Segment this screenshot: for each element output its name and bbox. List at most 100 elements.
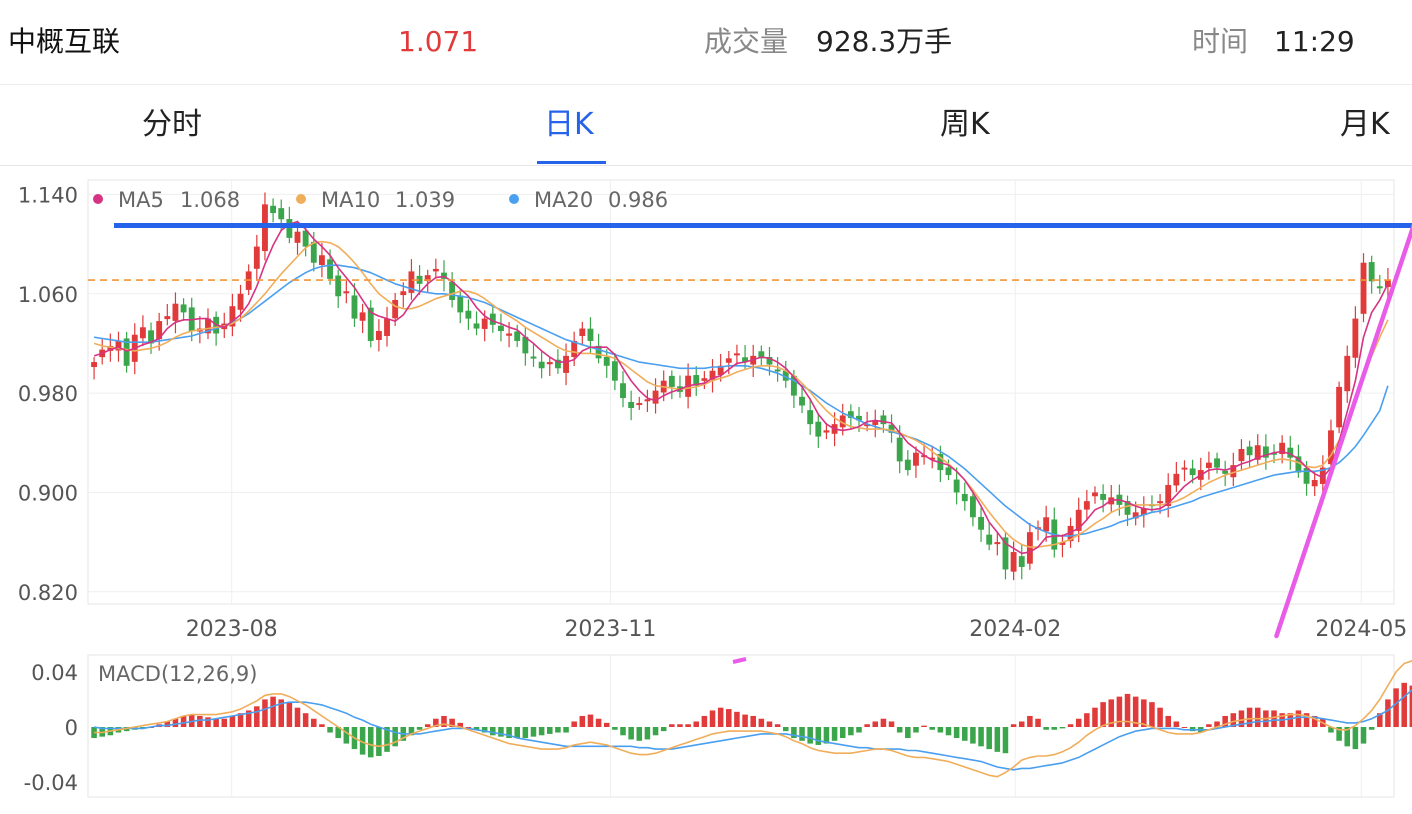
tab-weekly-k[interactable]: 周K (940, 107, 990, 142)
macd-hist-bar (1254, 707, 1261, 727)
macd-hist-bar (726, 709, 732, 727)
macd-hist-bar (1116, 696, 1123, 727)
candle-body (587, 328, 594, 341)
candle-body (554, 359, 561, 369)
macd-hist-bar (555, 727, 561, 733)
kline-y-tick-label: 1.140 (18, 183, 78, 207)
candle-body (1336, 386, 1343, 428)
legend-name-ma5: MA5 (118, 188, 164, 212)
macd-hist-bar (1238, 710, 1245, 727)
candle-body (994, 542, 1001, 545)
macd-hist-bar (547, 727, 553, 734)
macd-hist-bar (717, 707, 724, 727)
tab-intraday[interactable]: 分时 (142, 107, 202, 142)
candle-body (1238, 448, 1245, 462)
macd-hist-bar (929, 727, 935, 730)
macd-hist-bar (213, 718, 219, 727)
candle-body (359, 312, 366, 321)
candle-body (1018, 556, 1025, 567)
macd-hist-bar (1206, 724, 1212, 727)
macd-hist-bar (1214, 721, 1220, 727)
macd-hist-bar (1271, 710, 1277, 727)
candle-body (335, 275, 342, 297)
candle-body (416, 275, 423, 284)
macd-hist-bar (498, 727, 504, 737)
macd-hist-bar (1336, 727, 1342, 741)
candle-body (1189, 468, 1196, 476)
candle-body (880, 415, 887, 425)
macd-hist-bar (1377, 713, 1383, 727)
candle-body (1311, 480, 1318, 487)
macd-hist-bar (644, 727, 651, 740)
macd-hist-bar (1084, 713, 1090, 727)
macd-hist-bar (294, 707, 301, 727)
candle-body (717, 365, 724, 376)
candle-body (652, 390, 659, 404)
legend-dot-ma20 (509, 194, 519, 204)
macd-hist-bar (669, 724, 675, 727)
macd-hist-bar (1344, 727, 1351, 747)
candle-body (1132, 512, 1139, 519)
candle-body (701, 378, 708, 381)
candle-body (668, 375, 675, 387)
candle-body (514, 331, 521, 341)
candle-body (294, 231, 301, 243)
macd-hist-bar (742, 714, 748, 727)
macd-hist-bar (587, 714, 594, 727)
candle-body (1002, 537, 1009, 570)
time-value: 11:29 (1274, 25, 1355, 58)
candle-body (888, 424, 895, 433)
candle-body (823, 430, 830, 433)
macd-hist-bar (1222, 715, 1228, 727)
candle-body (1205, 462, 1212, 469)
macd-hist-bar (1132, 696, 1139, 727)
macd-hist-bar (490, 727, 496, 736)
candle-body (782, 370, 789, 381)
tab-daily-k[interactable]: 日K (544, 107, 594, 142)
macd-hist-bar (1360, 727, 1367, 744)
candle-body (351, 295, 358, 319)
candle-body (172, 303, 179, 321)
candle-body (489, 313, 496, 325)
candle-body (205, 318, 211, 334)
kline-x-tick-label: 2024-02 (969, 617, 1061, 642)
candle-body (1254, 445, 1261, 460)
candle-body (1271, 452, 1277, 455)
candle-body (367, 307, 374, 341)
macd-hist-bar (229, 715, 236, 727)
macd-hist-bar (1287, 713, 1294, 727)
macd-hist-bar (603, 722, 610, 727)
candle-body (1360, 262, 1367, 314)
macd-hist-bar (205, 717, 211, 727)
macd-hist-bar (1002, 727, 1009, 754)
macd-y-tick-label: -0.04 (24, 771, 78, 795)
macd-dea-line (93, 688, 1412, 771)
tab-monthly-k[interactable]: 月K (1340, 107, 1390, 142)
candle-body (546, 362, 553, 365)
candle-body (945, 467, 952, 476)
candle-body (1295, 456, 1302, 473)
candle-body (237, 293, 244, 310)
macd-hist-bar (473, 727, 480, 730)
kline-y-tick-label: 0.820 (18, 581, 78, 605)
candle-body (1059, 542, 1066, 545)
macd-hist-bar (848, 727, 854, 736)
macd-hist-bar (660, 727, 667, 732)
macd-hist-bar (652, 727, 659, 736)
candle-body (734, 353, 740, 356)
candle-body (1083, 501, 1090, 510)
macd-hist-bar (327, 727, 333, 733)
macd-hist-bar (864, 724, 870, 727)
candle-body (571, 340, 578, 357)
candle-body (1214, 458, 1220, 468)
legend-value-ma20: 0.986 (608, 188, 668, 212)
candle-body (473, 323, 480, 329)
candle-body (164, 316, 171, 320)
macd-hist-bar (311, 718, 317, 727)
macd-hist-bar (758, 718, 765, 727)
kline-x-tick-label: 2023-08 (186, 617, 278, 642)
macd-hist-bar (1409, 685, 1412, 727)
candle-body (1230, 465, 1237, 478)
ma10-line (93, 240, 1389, 548)
